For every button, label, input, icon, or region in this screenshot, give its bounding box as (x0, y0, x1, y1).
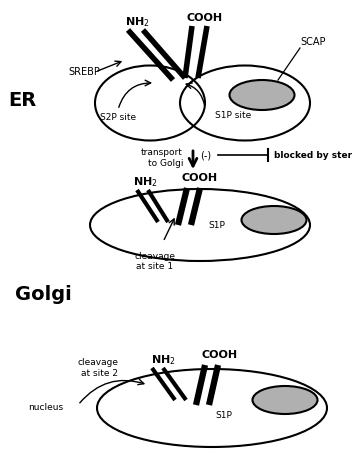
FancyBboxPatch shape (188, 75, 208, 131)
Text: Golgi: Golgi (15, 285, 72, 305)
Text: COOH: COOH (202, 350, 238, 360)
Ellipse shape (241, 206, 307, 234)
Text: COOH: COOH (187, 13, 223, 23)
Text: (-): (-) (200, 150, 211, 160)
Text: cleavage
at site 1: cleavage at site 1 (134, 252, 176, 272)
Text: SREBP: SREBP (68, 67, 100, 77)
Text: ER: ER (8, 91, 36, 109)
Text: S1P: S1P (208, 220, 225, 229)
Text: S2P site: S2P site (100, 114, 136, 122)
Ellipse shape (252, 386, 318, 414)
Text: NH$_2$: NH$_2$ (125, 15, 149, 29)
Text: nucleus: nucleus (28, 403, 63, 413)
Text: NH$_2$: NH$_2$ (151, 353, 175, 367)
Text: S1P: S1P (215, 410, 232, 420)
Text: NH$_2$: NH$_2$ (133, 175, 157, 189)
Text: SCAP: SCAP (300, 37, 326, 47)
Text: cleavage
at site 2: cleavage at site 2 (77, 358, 118, 378)
Text: transport
to Golgi: transport to Golgi (141, 148, 183, 168)
Ellipse shape (230, 80, 295, 110)
Text: COOH: COOH (182, 173, 218, 183)
Text: S1P site: S1P site (215, 110, 251, 120)
Text: blocked by sterols: blocked by sterols (274, 151, 352, 159)
